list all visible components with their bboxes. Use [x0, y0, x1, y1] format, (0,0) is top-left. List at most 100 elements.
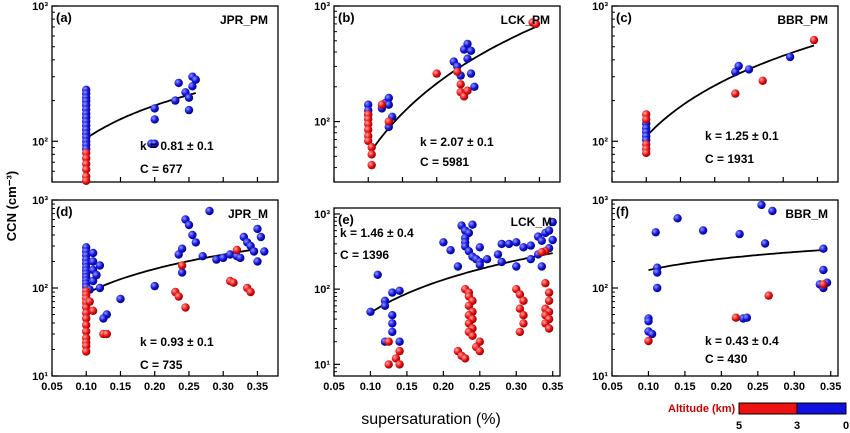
- data-point-high-altitude: [642, 115, 651, 124]
- panel-label-e: (e): [338, 212, 354, 227]
- data-point-high-altitude: [819, 280, 828, 289]
- data-point-low-altitude: [116, 294, 125, 304]
- data-point-low-altitude: [504, 239, 514, 249]
- data-point-low-altitude: [653, 283, 662, 293]
- data-point-high-altitude: [456, 80, 465, 89]
- x-tick-label: 0.25: [469, 381, 490, 393]
- data-point-high-altitude: [519, 311, 528, 320]
- y-tick-label: 10³: [314, 209, 330, 221]
- data-point-low-altitude: [647, 329, 657, 339]
- x-tick-label: 0.10: [76, 381, 97, 393]
- x-tick-label: 0.35: [820, 381, 841, 393]
- data-point-high-altitude: [809, 35, 819, 45]
- panel-c: 10² 10³ (c) BBR_PMk = 1.25 ± 0.1 C = 1931: [592, 1, 839, 183]
- y-tick-label: 10³: [314, 1, 330, 13]
- x-tick-label: 0.10: [360, 381, 381, 393]
- fit-curve-b: [367, 25, 537, 156]
- data-point-low-altitude: [388, 327, 397, 337]
- legend-tick-5: 5: [736, 420, 742, 432]
- panel-label-c: (c): [616, 10, 632, 25]
- data-point-low-altitude: [188, 82, 197, 91]
- data-point-low-altitude: [395, 286, 404, 295]
- data-point-low-altitude: [171, 96, 180, 105]
- data-point-low-altitude: [366, 307, 375, 316]
- data-point-low-altitude: [519, 243, 528, 252]
- data-point-low-altitude: [742, 313, 752, 322]
- y-tick-label: 10²: [32, 136, 48, 148]
- data-point-high-altitude: [364, 125, 373, 134]
- data-point-low-altitude: [453, 262, 463, 271]
- x-tick-label: 0.15: [110, 381, 131, 393]
- panel-b: 10² 10³ (b) LCK_PMk = 2.07 ± 0.1 C = 5981: [314, 1, 561, 183]
- data-point-low-altitude: [384, 93, 393, 103]
- data-point-high-altitude: [229, 278, 238, 287]
- data-point-low-altitude: [150, 115, 159, 124]
- data-point-low-altitude: [819, 244, 828, 253]
- fit-c-label-a: C = 677: [140, 162, 183, 176]
- data-point-low-altitude: [475, 260, 484, 270]
- data-point-low-altitude: [212, 255, 221, 264]
- data-point-high-altitude: [177, 261, 187, 270]
- data-point-low-altitude: [526, 255, 535, 264]
- data-point-high-altitude: [82, 320, 91, 330]
- data-point-high-altitude: [82, 176, 91, 185]
- data-point-high-altitude: [85, 297, 94, 306]
- x-tick-label: 0.25: [747, 381, 768, 393]
- panel-f: 10¹ 10² 10³ 0.05 0.10 0.15 0.20 0.25 0.30 0.35 (f)…: [592, 195, 841, 393]
- x-tick-label: 0.20: [144, 381, 165, 393]
- data-point-low-altitude: [260, 247, 269, 256]
- data-point-high-altitude: [764, 291, 773, 300]
- x-tick-label: 0.30: [506, 381, 527, 393]
- data-point-high-altitude: [468, 331, 477, 340]
- data-point-low-altitude: [88, 257, 98, 266]
- data-point-low-altitude: [95, 261, 105, 270]
- data-point-low-altitude: [439, 238, 448, 247]
- data-point-low-altitude: [493, 250, 503, 259]
- legend-tick-0: 0: [843, 420, 849, 432]
- data-point-low-altitude: [395, 337, 404, 346]
- fit-c-label-c: C = 1931: [705, 152, 754, 166]
- x-tick-label: 0.30: [784, 381, 805, 393]
- site-label-e: LCK_M: [511, 215, 552, 229]
- data-point-high-altitude: [181, 303, 190, 312]
- panel-label-f: (f): [616, 204, 629, 219]
- data-point-high-altitude: [384, 360, 393, 369]
- data-point-low-altitude: [537, 262, 546, 271]
- data-point-low-altitude: [512, 238, 521, 247]
- data-point-high-altitude: [82, 327, 91, 336]
- x-tick-label: 0.20: [711, 381, 732, 393]
- data-point-low-altitude: [466, 69, 476, 78]
- data-point-low-altitude: [191, 75, 200, 84]
- data-point-low-altitude: [468, 220, 477, 229]
- data-point-low-altitude: [225, 250, 235, 259]
- data-point-high-altitude: [453, 67, 462, 76]
- data-point-high-altitude: [475, 346, 484, 356]
- site-label-b: LCK_PM: [501, 13, 550, 27]
- data-point-low-altitude: [253, 257, 262, 266]
- y-tick-label: 10²: [592, 283, 608, 295]
- data-point-low-altitude: [497, 239, 506, 249]
- data-point-high-altitude: [515, 327, 525, 337]
- data-point-low-altitude: [548, 217, 557, 227]
- y-tick-label: 10³: [32, 195, 48, 207]
- site-label-c: BBR_PM: [777, 13, 828, 27]
- data-point-low-altitude: [99, 314, 108, 323]
- data-point-low-altitude: [497, 257, 506, 267]
- data-point-low-altitude: [380, 301, 390, 310]
- site-label-f: BBR_M: [785, 207, 828, 221]
- data-point-low-altitude: [388, 288, 397, 297]
- y-tick-label: 10²: [314, 117, 330, 129]
- panel-a: 10² 10³ (a) JPR_PMk = 0.81 ± 0.1 C = 677: [32, 1, 279, 185]
- data-point-low-altitude: [92, 270, 101, 280]
- fit-curve-e: [370, 252, 553, 314]
- data-point-low-altitude: [188, 230, 197, 240]
- data-point-high-altitude: [395, 360, 404, 369]
- data-point-high-altitude: [544, 324, 554, 333]
- panel-label-a: (a): [56, 10, 72, 25]
- data-point-low-altitude: [544, 226, 554, 235]
- data-point-low-altitude: [205, 206, 214, 216]
- data-point-high-altitude: [544, 288, 554, 297]
- data-point-high-altitude: [731, 313, 741, 322]
- data-point-low-altitude: [673, 214, 682, 223]
